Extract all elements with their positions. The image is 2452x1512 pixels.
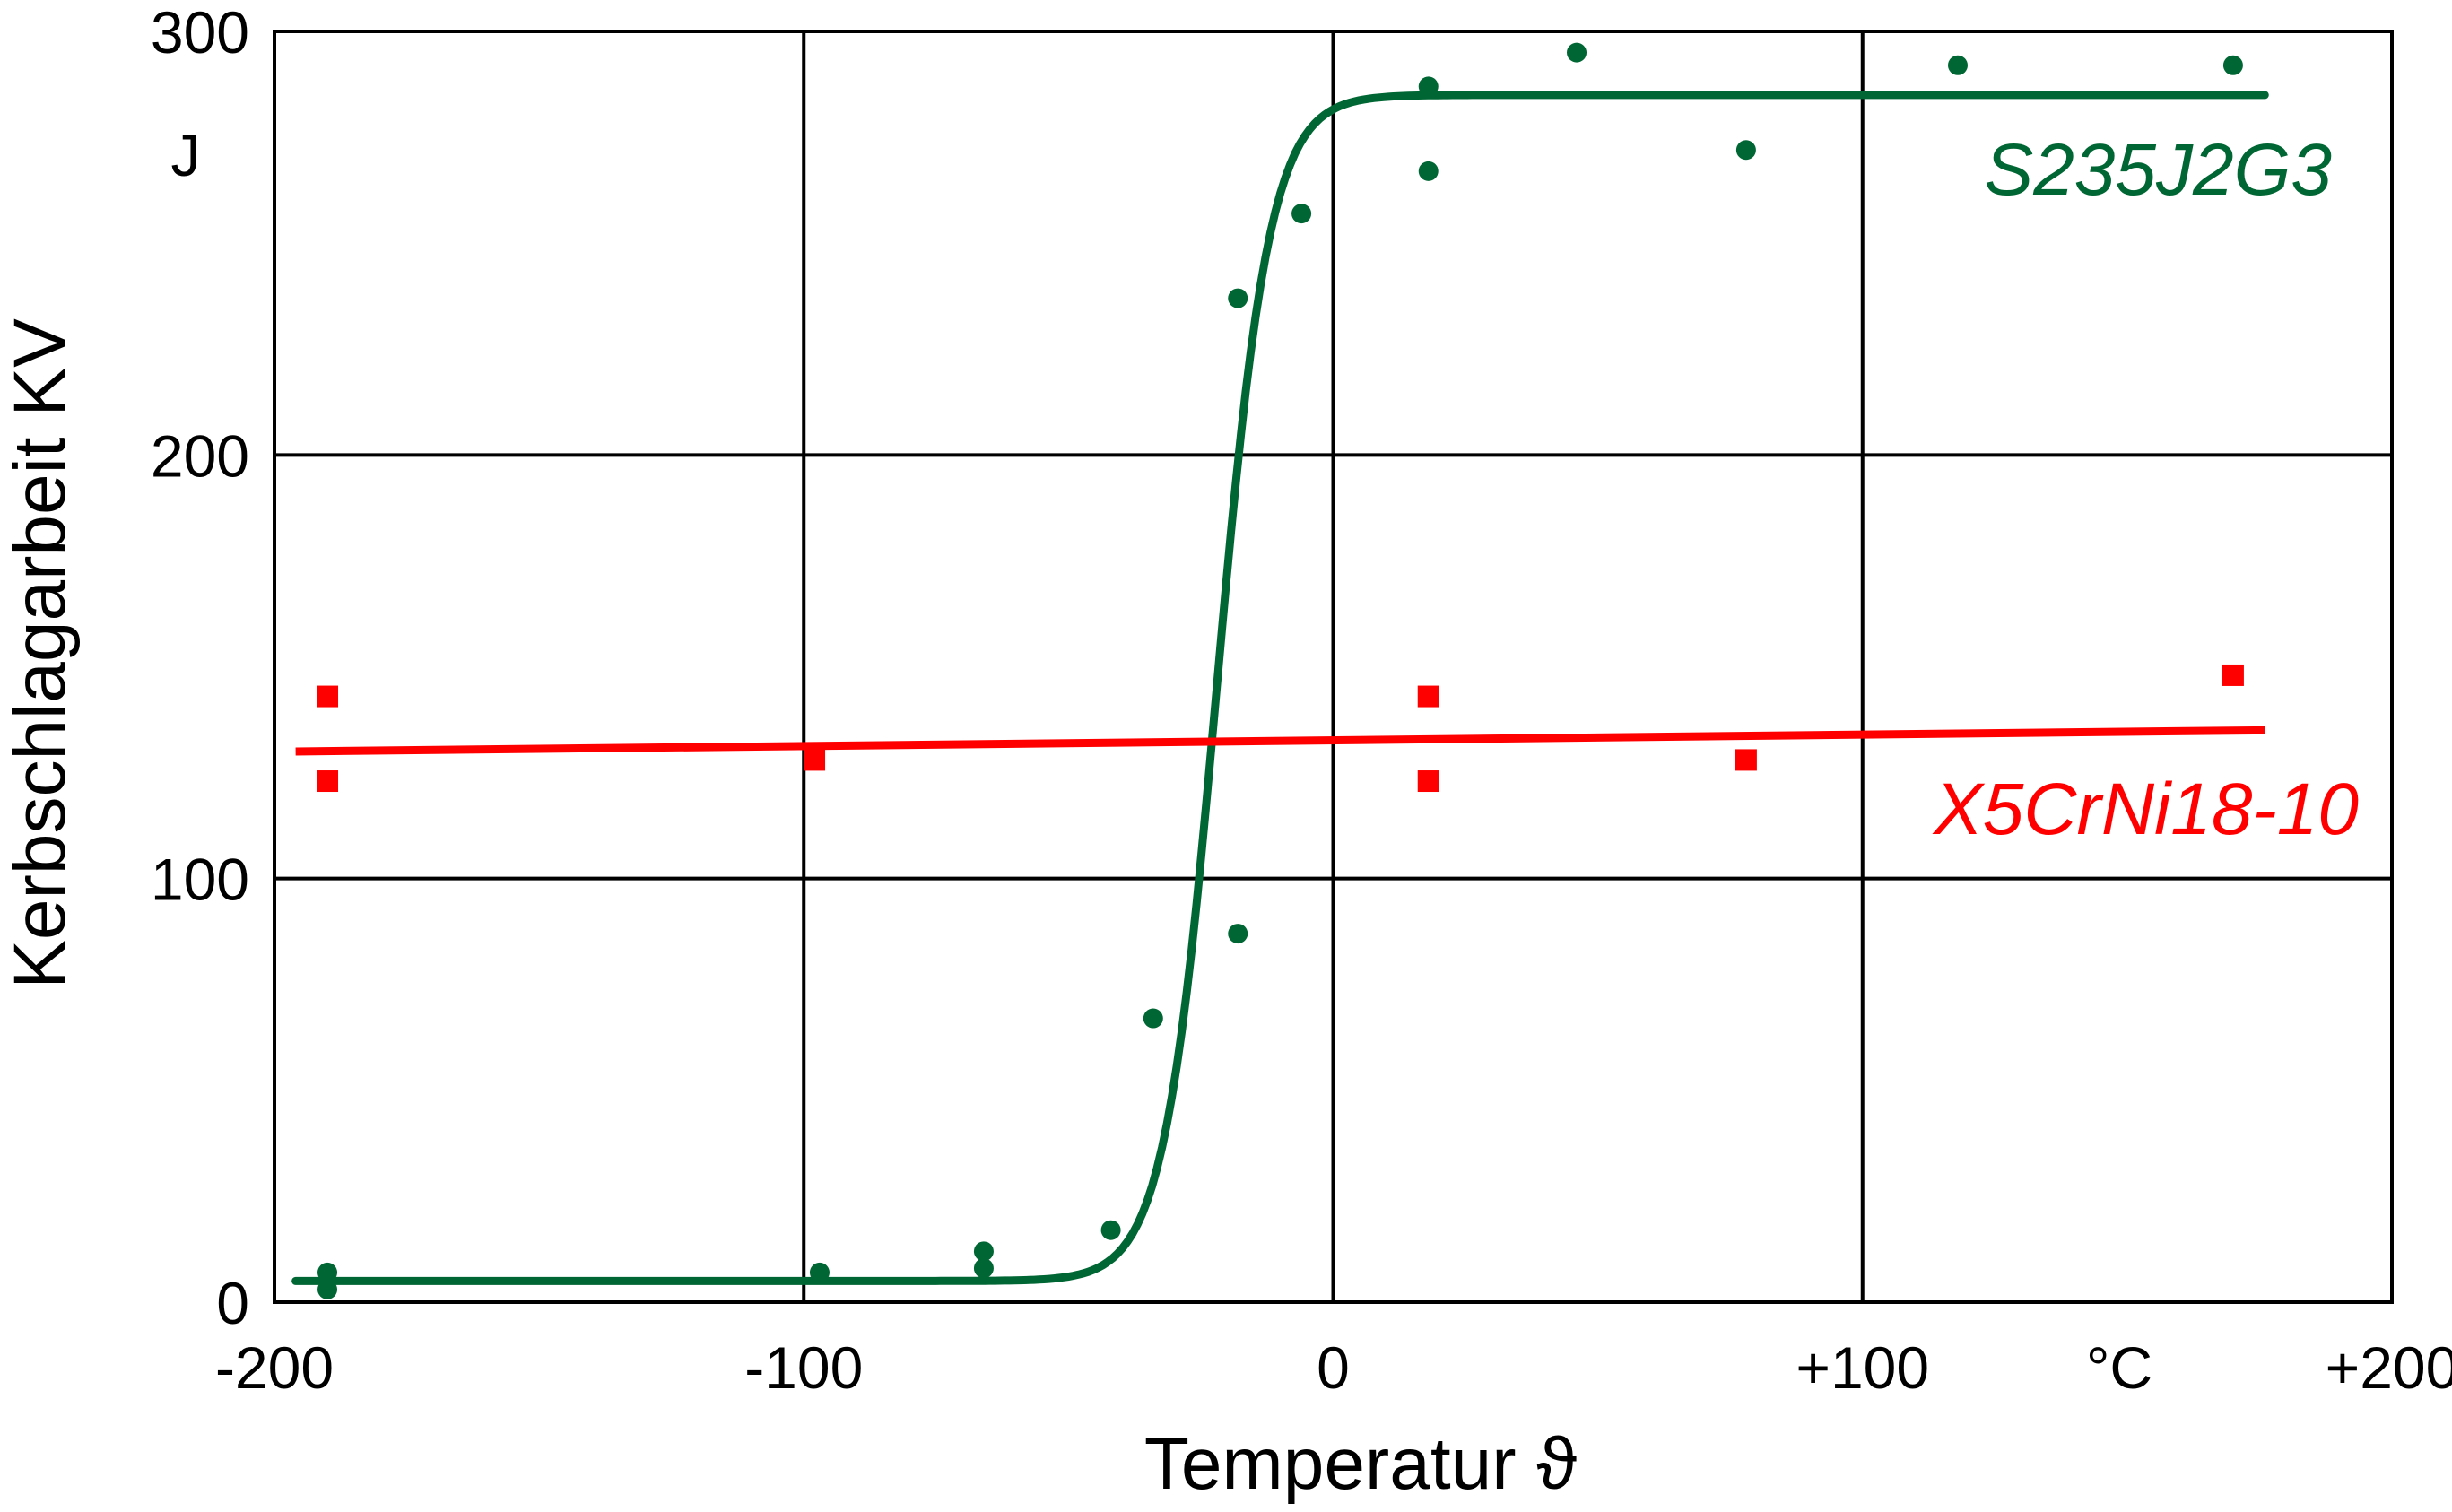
data-point-s235j2g3 [1100, 1220, 1121, 1240]
data-point-s235j2g3 [1418, 161, 1439, 181]
y-tick-label: 0 [216, 1270, 249, 1336]
data-point-x5crni18-10 [804, 749, 826, 771]
data-point-s235j2g3 [1567, 42, 1587, 63]
fit-curve-s235j2g3 [291, 91, 2269, 1285]
data-points [317, 42, 2244, 1299]
data-point-x5crni18-10 [1417, 685, 1439, 708]
data-point-s235j2g3 [1947, 55, 1968, 75]
data-point-x5crni18-10 [1417, 770, 1439, 793]
x-tick-label: 0 [1317, 1334, 1350, 1401]
tick-labels: -200 -100 0 +100 +200 0 100 200 300 [151, 0, 2452, 1401]
grid-layer [273, 30, 2394, 1304]
data-point-x5crni18-10 [2222, 664, 2244, 686]
x-unit-label: °C [2086, 1334, 2152, 1401]
fit-curves [291, 91, 2269, 1285]
y-tick-label: 200 [151, 422, 249, 489]
data-point-s235j2g3 [973, 1241, 994, 1262]
x-tick-label: -100 [744, 1334, 863, 1401]
plot-frame [273, 30, 2394, 1304]
fit-line-x5crni18-10 [295, 726, 2265, 756]
y-unit-label: J [171, 122, 201, 188]
y-axis-title: Kerbschlagarbeit KV [0, 318, 81, 989]
series-label-x5crni18-10: X5CrNi18-10 [1932, 769, 2359, 850]
data-point-x5crni18-10 [317, 770, 339, 793]
data-point-s235j2g3 [1228, 924, 1248, 944]
data-point-s235j2g3 [2222, 55, 2243, 75]
data-point-s235j2g3 [317, 1279, 338, 1299]
data-point-s235j2g3 [1291, 204, 1312, 224]
data-point-s235j2g3 [1143, 1008, 1163, 1029]
data-point-s235j2g3 [809, 1262, 830, 1282]
data-point-s235j2g3 [1228, 288, 1248, 308]
y-tick-label: 100 [151, 847, 249, 913]
series-label-s235j2g3: S235J2G3 [1985, 129, 2333, 211]
data-point-s235j2g3 [973, 1258, 994, 1279]
x-tick-label: +200 [2326, 1334, 2452, 1401]
y-tick-label: 300 [151, 0, 249, 65]
x-tick-label: -200 [215, 1334, 334, 1401]
data-point-s235j2g3 [1418, 76, 1439, 97]
data-point-x5crni18-10 [1735, 749, 1757, 771]
x-axis-title: Temperatur ϑ [1144, 1423, 1578, 1505]
data-point-x5crni18-10 [317, 685, 339, 708]
data-point-s235j2g3 [1735, 140, 1756, 161]
data-point-s235j2g3 [317, 1262, 338, 1282]
x-tick-label: +100 [1796, 1334, 1929, 1401]
